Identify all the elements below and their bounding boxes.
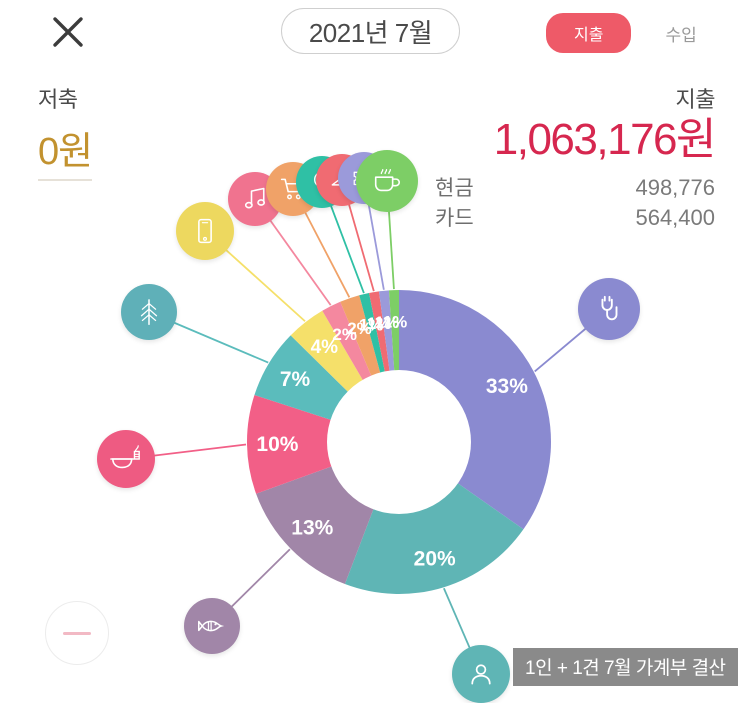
caption-watermark: 1인 + 1견 7월 가계부 결산 [513, 648, 738, 686]
savings-value: 0원 [38, 120, 93, 181]
tree-icon [140, 299, 158, 325]
type-toggle: 지출 수입 [546, 13, 701, 53]
pie-slice[interactable] [399, 290, 551, 530]
mobile-phone-icon [198, 218, 212, 244]
person-icon [471, 664, 491, 685]
rice-bowl-icon [110, 445, 140, 469]
breakdown-value: 498,776 [635, 174, 715, 200]
slice-percent-label: 20% [414, 547, 456, 570]
category-bubble-plug-icon[interactable] [578, 278, 640, 340]
minus-icon [63, 631, 91, 635]
pie-slice[interactable] [246, 395, 399, 494]
slice-percent-label: 1% [383, 312, 408, 331]
slice-percent-label: 1% [375, 313, 400, 332]
plug-icon [601, 295, 618, 321]
tab-expense[interactable]: 지출 [546, 13, 632, 53]
slice-percent-label: 33% [486, 375, 528, 398]
expense-total: 1,063,176원 [493, 115, 717, 164]
slice-percent-label: 10% [256, 433, 298, 456]
donut-chart[interactable]: 33%20%13%10%7%4%2%2%1%1%1%1% [0, 150, 743, 702]
savings-summary: 저축 0원 [38, 82, 93, 181]
collapse-button[interactable] [45, 601, 109, 665]
slice-percent-label: 1% [359, 316, 384, 335]
slice-percent-label: 2% [347, 319, 372, 338]
fish-icon [198, 620, 225, 632]
savings-label: 저축 [38, 87, 78, 112]
category-bubble-mobile-phone-icon[interactable] [176, 202, 234, 260]
expense-summary: 지출 1,063,176원 현금 498,776 카드 564,400 [435, 82, 717, 232]
header-bar: 2021년 7월 지출 수입 [0, 0, 743, 70]
slice-percent-label: 7% [280, 368, 311, 391]
breakdown-key: 카드 [435, 206, 474, 230]
expense-breakdown: 현금 498,776 카드 564,400 [435, 172, 715, 232]
pie-chart-area: 33% 20% 13% 10% 7% 4% 2% 2% 1% 1% 1% 1% [0, 150, 743, 703]
slice-percent-labels: 33%20%13%10%7%4%2%2%1%1%1%1% [256, 312, 528, 570]
category-bubble-tree-icon[interactable] [121, 284, 177, 340]
category-bubble-fish-icon[interactable] [184, 598, 240, 654]
slice-percent-label: 1% [367, 314, 392, 333]
donut-hole [327, 370, 471, 514]
tab-income[interactable]: 수입 [665, 25, 697, 45]
date-selector[interactable]: 2021년 7월 [281, 8, 460, 54]
music-note-icon [244, 187, 266, 209]
slice-percent-label: 4% [311, 337, 339, 358]
slice-percent-label: 13% [291, 516, 333, 539]
breakdown-row-card: 카드 564,400 [435, 202, 715, 232]
coffee-cup-icon [374, 169, 400, 192]
slice-percent-label: 2% [332, 325, 357, 344]
breakdown-value: 564,400 [635, 204, 715, 230]
breakdown-key: 현금 [435, 176, 474, 200]
close-x-icon[interactable] [42, 6, 94, 58]
category-bubble-coffee-cup-icon[interactable] [356, 150, 418, 212]
category-bubble-rice-bowl-icon[interactable] [97, 430, 155, 488]
category-bubble-person-icon[interactable] [452, 645, 510, 703]
breakdown-row-cash: 현금 498,776 [435, 172, 715, 202]
expense-label: 지출 [675, 87, 716, 112]
date-label: 2021년 7월 [308, 17, 433, 48]
